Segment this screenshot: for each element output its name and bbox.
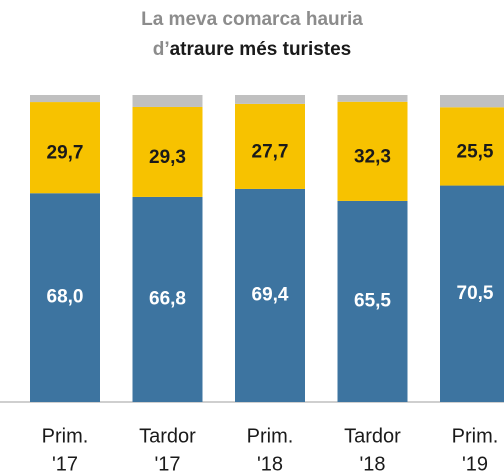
- bar-segment: [337, 95, 408, 102]
- value-label: 27,7: [252, 141, 289, 162]
- bar-segment: [440, 95, 504, 108]
- bar-segment: [132, 95, 203, 107]
- bar-segment: [132, 196, 203, 402]
- value-label: 32,3: [354, 146, 391, 167]
- bar-segment: [337, 101, 408, 201]
- x-tick-label: Tardor: [344, 425, 401, 447]
- x-tick-label: '17: [52, 453, 78, 475]
- value-label: 29,7: [47, 143, 84, 164]
- x-tick-label: Prim.: [247, 425, 294, 447]
- value-label: 25,5: [457, 141, 494, 162]
- bar-segment: [30, 193, 100, 402]
- x-tick-label: Tardor: [139, 425, 196, 447]
- value-label: 65,5: [354, 290, 391, 311]
- x-tick-label: '18: [359, 453, 385, 475]
- value-label: 69,4: [252, 284, 289, 305]
- x-tick-label: Prim.: [452, 425, 499, 447]
- bar-segment: [30, 102, 100, 194]
- bar-segment: [235, 95, 305, 104]
- bar-segment: [132, 106, 203, 197]
- value-label: 70,5: [457, 283, 494, 304]
- value-label: 66,8: [149, 288, 186, 309]
- chart-title: La meva comarca hauria: [141, 9, 363, 30]
- bar-segment: [337, 200, 408, 402]
- chart-title: d’atraure més turistes: [153, 39, 352, 60]
- value-label: 29,3: [149, 147, 186, 168]
- title-main: atraure més turistes: [170, 39, 352, 60]
- x-tick-label: '19: [462, 453, 488, 475]
- bar-segment: [440, 107, 504, 186]
- title-prefix: d’: [153, 39, 170, 60]
- bar-segment: [30, 95, 100, 103]
- x-tick-label: '17: [154, 453, 180, 475]
- bar-segment: [235, 103, 305, 189]
- bar-segment: [440, 185, 504, 402]
- value-label: 68,0: [47, 287, 84, 308]
- x-tick-label: Prim.: [42, 425, 89, 447]
- bar-segment: [235, 188, 305, 402]
- x-tick-label: '18: [257, 453, 283, 475]
